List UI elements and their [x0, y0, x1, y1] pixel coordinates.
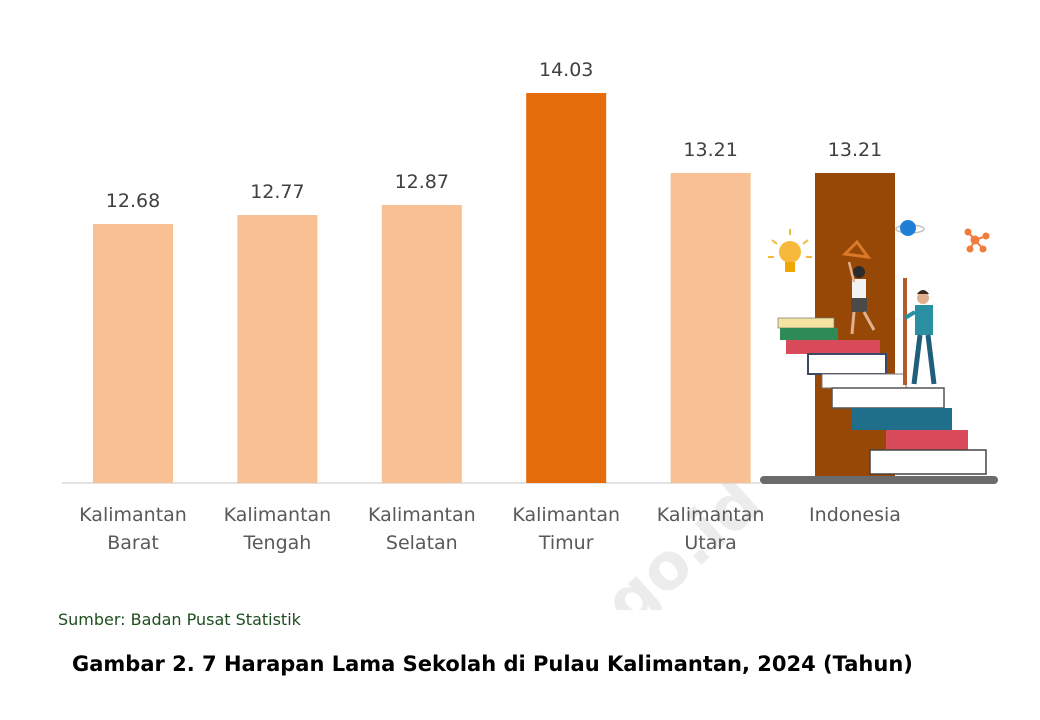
category-label-2: Kalimantan Selatan — [368, 504, 476, 554]
molecule-icon — [964, 228, 990, 253]
category-label-5: Indonesia — [809, 504, 901, 526]
man-figure — [903, 278, 937, 385]
value-label-1: 12.77 — [250, 181, 304, 203]
bars-group: 12.68 Kalimantan Barat 12.77 Kalimantan Tenga… — [79, 59, 901, 554]
planet-icon — [895, 220, 925, 236]
source-note: Sumber: Badan Pusat Statistik — [58, 610, 301, 629]
figure-caption: Gambar 2. 7 Harapan Lama Sekolah di Pula… — [72, 652, 913, 676]
value-label-2: 12.87 — [395, 171, 449, 193]
value-label-5: 13.21 — [828, 139, 882, 161]
bar-2 — [381, 205, 462, 483]
woman-figure — [841, 239, 876, 335]
value-label-0: 12.68 — [106, 190, 160, 212]
value-label-4: 13.21 — [683, 139, 737, 161]
lightbulb-icon — [768, 229, 812, 272]
value-label-3: 14.03 — [539, 59, 593, 81]
bar-3 — [526, 93, 607, 483]
bar-1 — [237, 215, 318, 483]
category-label-0: Kalimantan Barat — [79, 504, 187, 554]
category-label-1: Kalimantan Tengah — [224, 504, 332, 554]
category-label-4: Kalimantan Utara — [657, 504, 765, 554]
book-stack — [760, 317, 998, 484]
bar-4 — [670, 173, 751, 483]
bar-0 — [93, 224, 173, 483]
education-illustration — [760, 220, 998, 484]
category-label-3: Kalimantan Timur — [512, 504, 620, 554]
